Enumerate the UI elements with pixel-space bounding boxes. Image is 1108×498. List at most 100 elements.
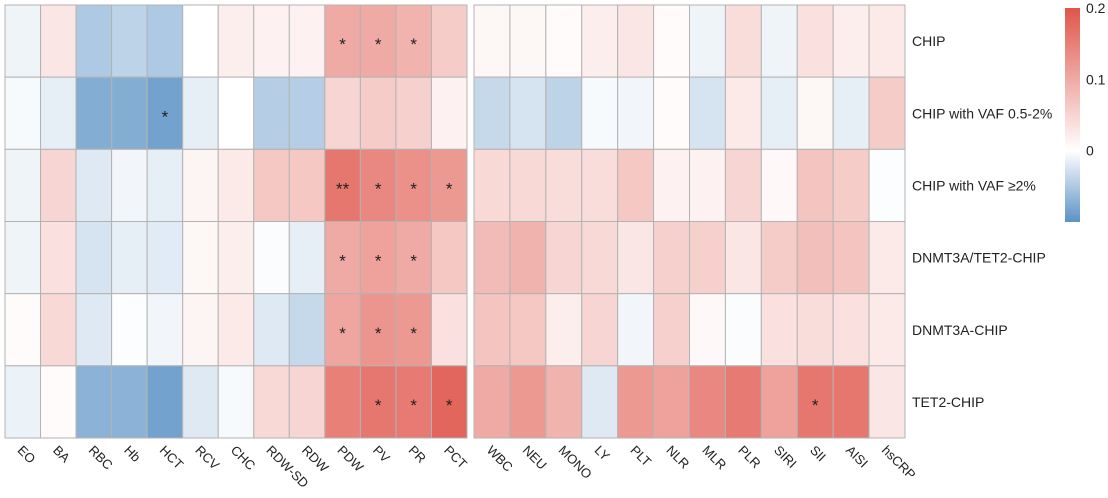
heatmap-cell	[760, 293, 798, 367]
heatmap-cell	[40, 4, 77, 78]
heatmap-cell	[146, 293, 184, 367]
heatmap-cell	[473, 148, 511, 222]
heatmap-cell	[111, 221, 148, 295]
row-label: DNMT3A/TET2-CHIP	[912, 250, 1046, 266]
heatmap-cell	[473, 76, 511, 150]
heatmap-cell	[724, 76, 762, 150]
heatmap-cell	[40, 365, 77, 439]
row-label: CHIP with VAF 0.5-2%	[912, 105, 1052, 121]
column-label: RCV	[192, 443, 222, 473]
heatmap-cell	[359, 76, 397, 150]
heatmap-cell	[182, 76, 219, 150]
heatmap-cell	[75, 293, 113, 367]
significance-marker: *	[446, 396, 453, 415]
column-label: WBC	[484, 443, 516, 475]
heatmap-cell	[253, 293, 290, 367]
heatmap-cell	[111, 293, 148, 367]
heatmap-cell	[4, 76, 42, 150]
heatmap-cell	[430, 4, 468, 78]
heatmap-cell	[146, 221, 184, 295]
heatmap-cell	[832, 293, 870, 367]
heatmap-cell	[760, 148, 798, 222]
heatmap-cell	[868, 221, 906, 295]
heatmap-cell	[868, 148, 906, 222]
heatmap-cell	[75, 365, 113, 439]
colorbar-tick-label: 0.2	[1086, 0, 1106, 16]
row-label: CHIP with VAF ≥2%	[912, 177, 1036, 193]
heatmap-cell	[253, 148, 290, 222]
column-label: CHC	[228, 443, 259, 474]
heatmap-cell	[40, 76, 77, 150]
column-label: PR	[406, 443, 429, 466]
heatmap-cell	[395, 76, 432, 150]
heatmap-cell	[4, 365, 42, 439]
heatmap-cell	[868, 293, 906, 367]
row-label: TET2-CHIP	[912, 394, 984, 410]
heatmap-cell	[288, 365, 326, 439]
heatmap-cell	[288, 293, 326, 367]
heatmap-cell	[182, 221, 219, 295]
heatmap-cell	[111, 4, 148, 78]
heatmap-cell	[760, 76, 798, 150]
heatmap-cell	[796, 4, 834, 78]
heatmap-cell	[288, 148, 326, 222]
heatmap-cell	[868, 365, 906, 439]
heatmap-cell	[75, 4, 113, 78]
heatmap-cell	[253, 4, 290, 78]
column-label: MLR	[699, 443, 729, 473]
heatmap-cell	[832, 221, 870, 295]
heatmap-cell	[217, 4, 255, 78]
heatmap-cell	[545, 76, 583, 150]
column-label: NLR	[663, 443, 692, 472]
column-label: RDW	[299, 443, 332, 476]
heatmap-cell	[796, 76, 834, 150]
heatmap-cell	[689, 293, 726, 367]
heatmap-cell	[395, 148, 432, 222]
heatmap-cell	[473, 293, 511, 367]
heatmap-cell	[473, 4, 511, 78]
heatmap-cell	[75, 221, 113, 295]
heatmap-cell	[796, 221, 834, 295]
heatmap-cell	[868, 76, 906, 150]
heatmap-cell	[832, 76, 870, 150]
significance-marker: *	[410, 252, 417, 271]
heatmap-cell	[832, 4, 870, 78]
column-label: BA	[50, 443, 73, 466]
heatmap-cell	[253, 365, 290, 439]
heatmap-cell	[4, 148, 42, 222]
row-label: DNMT3A-CHIP	[912, 322, 1008, 338]
heatmap-cell	[324, 4, 361, 78]
significance-marker: *	[812, 396, 819, 415]
column-label: PDW	[334, 443, 367, 476]
heatmap-cell	[111, 76, 148, 150]
heatmap-cell	[146, 148, 184, 222]
heatmap-cell	[724, 221, 762, 295]
column-label: Hb	[121, 443, 143, 465]
heatmap-cell	[430, 148, 468, 222]
heatmap-cell	[4, 221, 42, 295]
significance-marker: *	[339, 324, 346, 343]
heatmap-cell	[253, 221, 290, 295]
heatmap-cell	[75, 76, 113, 150]
heatmap-cell	[217, 293, 255, 367]
significance-marker: *	[446, 179, 453, 198]
heatmap-cell	[796, 148, 834, 222]
column-label: SIRI	[771, 443, 799, 471]
column-label: SII	[807, 443, 829, 465]
heatmap-cell	[760, 221, 798, 295]
heatmap-cell	[288, 76, 326, 150]
column-label: RBC	[86, 443, 116, 473]
heatmap-cell	[760, 365, 798, 439]
significance-marker: *	[162, 107, 169, 126]
heatmap-cell	[324, 76, 361, 150]
heatmap-cell	[359, 221, 397, 295]
column-label: MONO	[556, 443, 595, 482]
heatmap-cell	[617, 148, 655, 222]
heatmap-cell	[509, 365, 547, 439]
heatmap-cell	[509, 4, 547, 78]
heatmap-cell	[617, 221, 655, 295]
significance-marker: *	[375, 35, 382, 54]
significance-marker: *	[375, 179, 382, 198]
significance-marker: **	[336, 179, 350, 198]
